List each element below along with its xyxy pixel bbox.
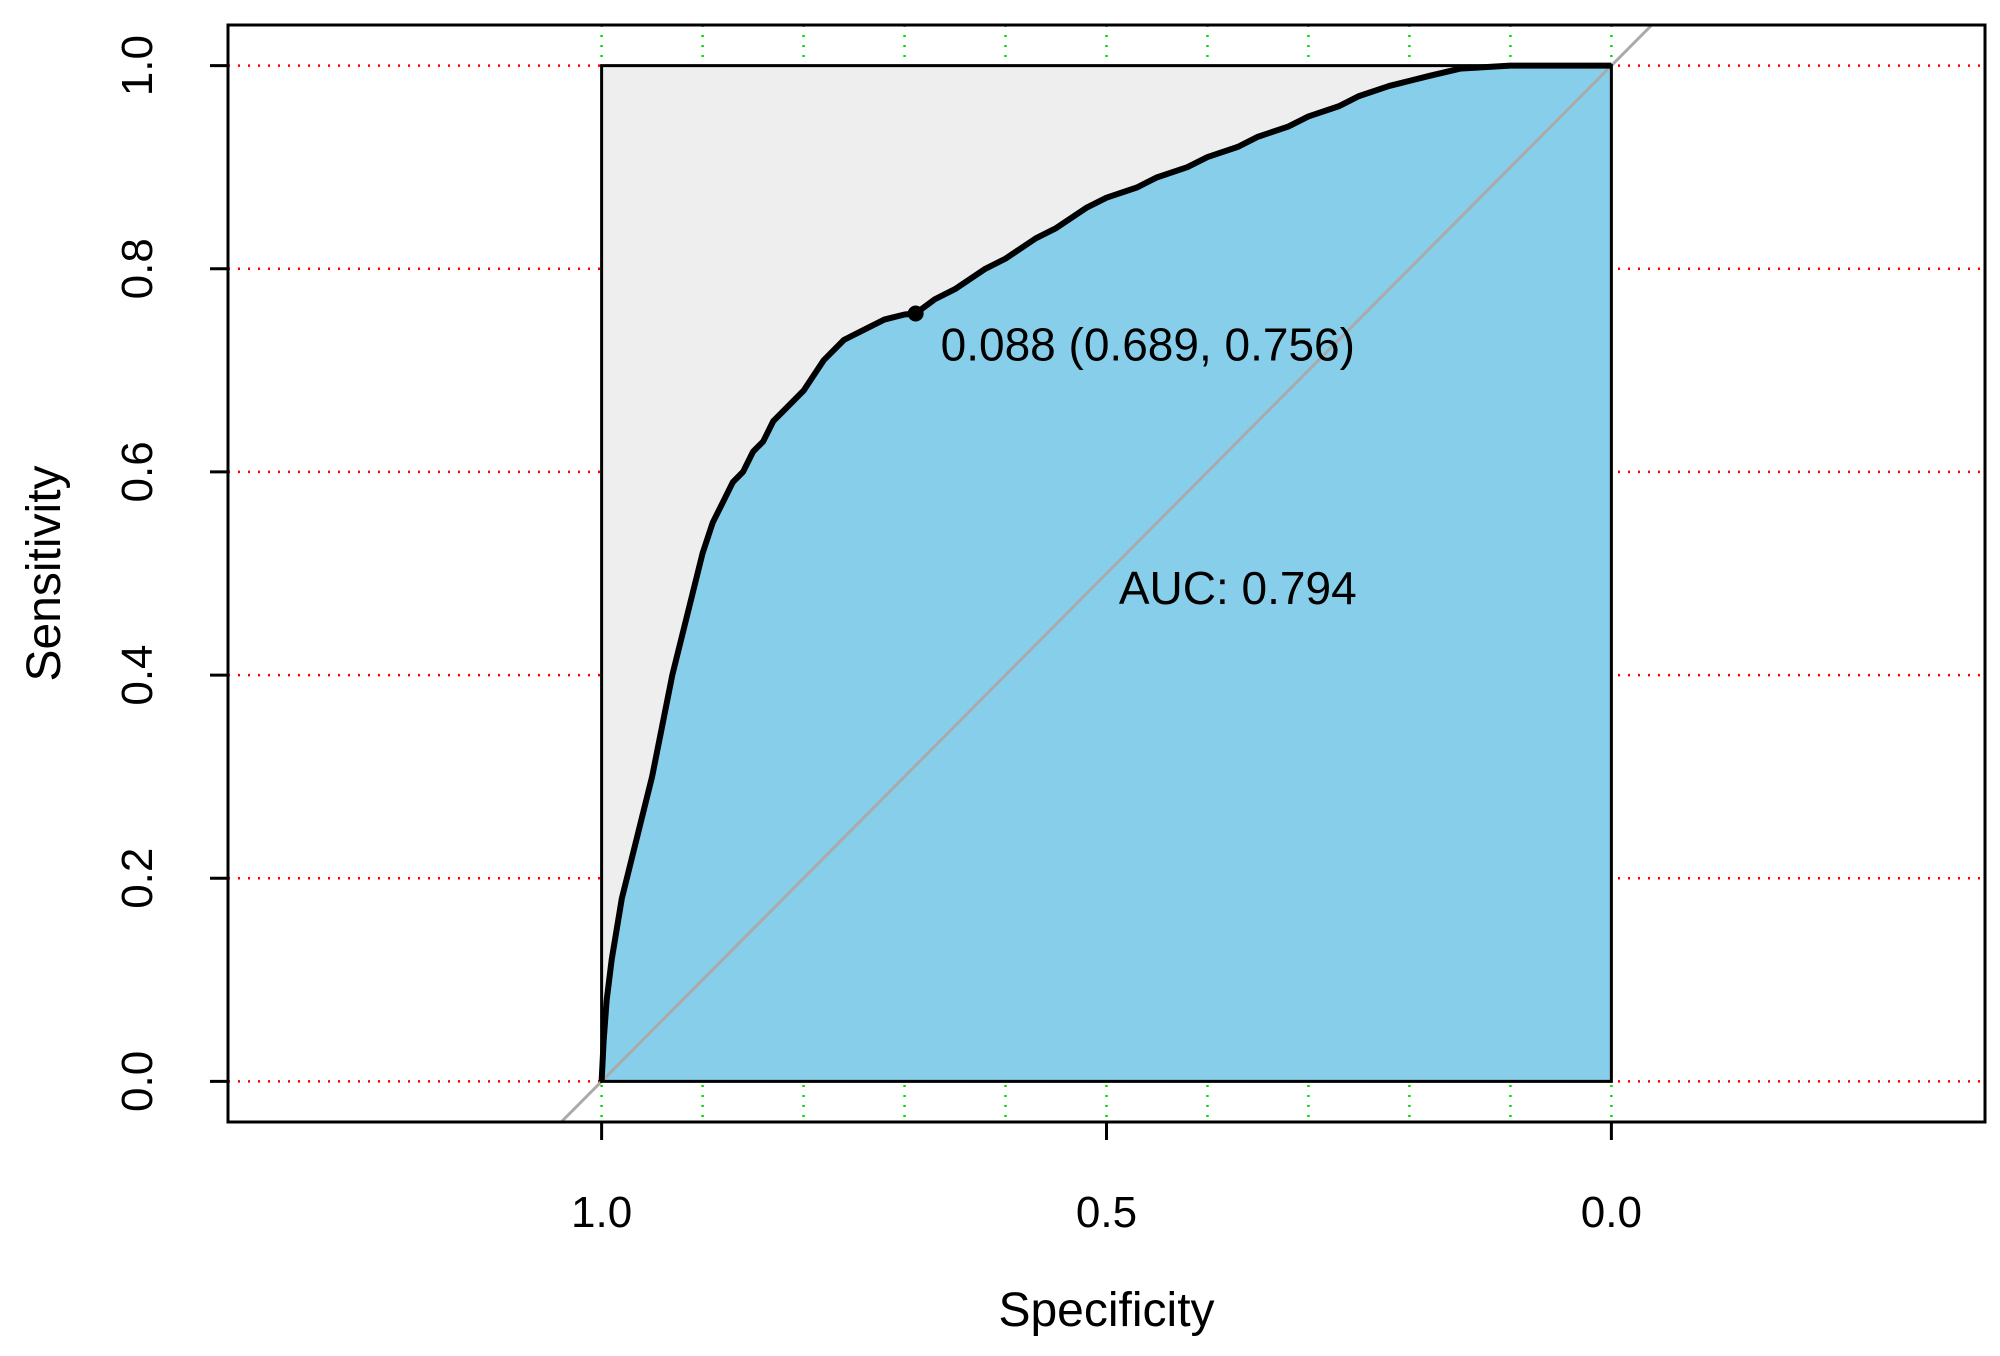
x-axis-label: Specificity (998, 1284, 1214, 1337)
threshold-point (907, 305, 924, 322)
y-tick-label-2: 0.4 (113, 644, 162, 705)
auc-label: AUC: 0.794 (1119, 562, 1357, 614)
y-tick-label-3: 0.6 (113, 441, 162, 502)
y-axis-label: Sensitivity (18, 465, 71, 681)
curve-layer (560, 23, 1653, 1124)
tick-layer: 1.0 0.5 0.0 0.0 0.2 0.4 0.6 0.8 1.0 (113, 35, 1642, 1237)
threshold-label: 0.088 (0.689, 0.756) (941, 318, 1355, 370)
y-tick-label-5: 1.0 (113, 35, 162, 96)
x-tick-label-1: 0.5 (1076, 1188, 1137, 1237)
x-tick-label-0: 1.0 (571, 1188, 632, 1237)
x-tick-label-2: 0.0 (1581, 1188, 1642, 1237)
diagonal-reference-line (560, 23, 1653, 1124)
y-tick-label-1: 0.2 (113, 848, 162, 909)
roc-square-border (600, 64, 1613, 1083)
y-tick-label-4: 0.8 (113, 238, 162, 299)
y-tick-label-0: 0.0 (113, 1051, 162, 1112)
roc-curve (598, 62, 1612, 1082)
